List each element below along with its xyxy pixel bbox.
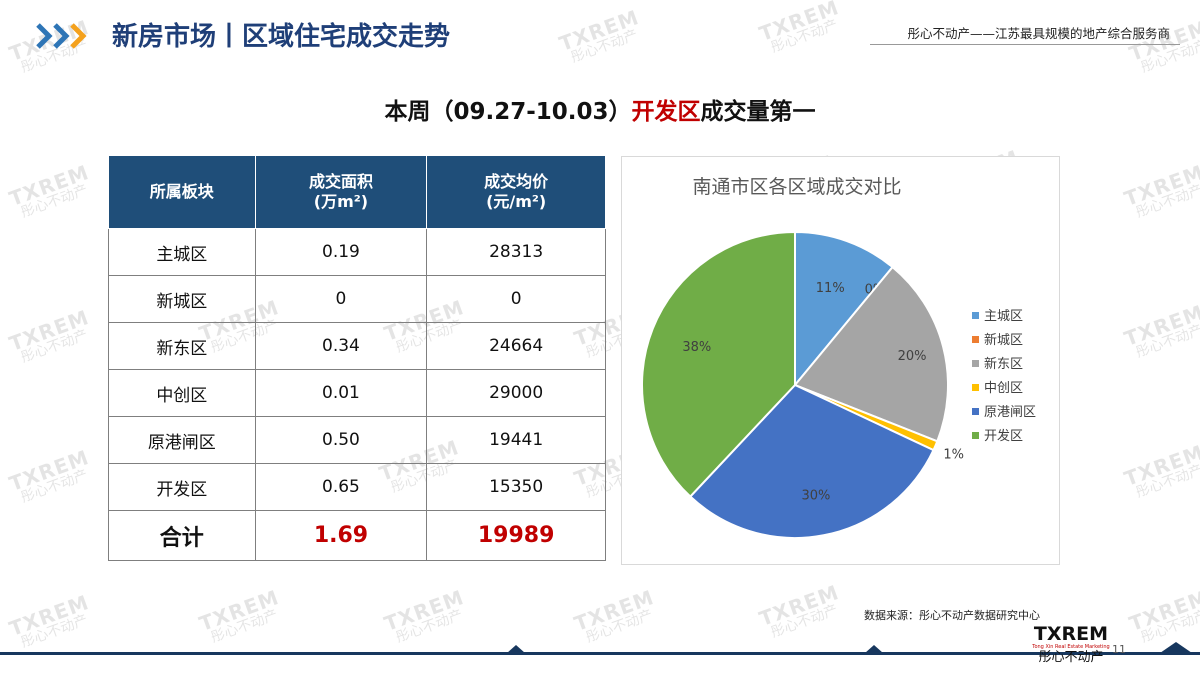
pie-slice [641, 230, 796, 498]
footer-triangle-marker [1160, 642, 1192, 653]
cell-area: 0 [254, 275, 428, 323]
slide-header: 新房市场丨区域住宅成交走势 彤心不动产——江苏最具规模的地产综合服务商 [0, 0, 1200, 72]
cell-district: 原港闸区 [108, 416, 256, 464]
cell-district: 新城区 [108, 275, 256, 323]
pie-data-label: 20% [898, 349, 927, 364]
footer-triangle-marker [865, 645, 883, 653]
chart-title: 南通市区各区域成交对比 [692, 176, 901, 198]
cell-price: 0 [426, 275, 606, 323]
table-row: 原港闸区 0.50 19441 [108, 416, 606, 464]
table-header-row: 所属板块 成交面积 (万m²) 成交均价 (元/m²) [108, 155, 606, 229]
pie-chart: 南通市区各区域成交对比11%0%20%1%30%38%主城区新城区新东区中创区原… [621, 156, 1060, 565]
legend-swatch [972, 312, 979, 319]
transaction-table: 所属板块 成交面积 (万m²) 成交均价 (元/m²) 主城区 0.19 28313… [108, 155, 606, 561]
page-number: 11 [1112, 643, 1126, 656]
table-row: 新城区 0 0 [108, 275, 606, 323]
header-tagline: 彤心不动产——江苏最具规模的地产综合服务商 [907, 26, 1170, 41]
header-district: 所属板块 [108, 155, 256, 229]
cell-area: 0.34 [254, 322, 428, 370]
page-title: 新房市场丨区域住宅成交走势 [112, 22, 451, 52]
headline: 本周（09.27-10.03）开发区成交量第一 [0, 92, 1200, 126]
pie-data-label: 38% [682, 340, 711, 355]
header-area: 成交面积 (万m²) [254, 155, 428, 229]
legend-swatch [972, 336, 979, 343]
table-total-row: 合计 1.69 19989 [108, 510, 606, 561]
legend-swatch [972, 408, 979, 415]
legend-label: 原港闸区 [984, 405, 1036, 420]
cell-area: 0.50 [254, 416, 428, 464]
pie-slice [688, 383, 935, 539]
total-price: 19989 [426, 510, 606, 561]
cell-area: 0.65 [254, 463, 428, 511]
cell-price: 19441 [426, 416, 606, 464]
legend-label: 中创区 [984, 381, 1023, 396]
cell-area: 0.01 [254, 369, 428, 417]
cell-district: 开发区 [108, 463, 256, 511]
headline-highlight: 开发区 [631, 99, 701, 125]
cell-price: 28313 [426, 228, 606, 276]
pie-data-label: 1% [943, 448, 964, 463]
pie-slice [793, 265, 949, 443]
footer-triangle-marker [507, 645, 525, 653]
table-row: 主城区 0.19 28313 [108, 228, 606, 276]
legend-label: 新东区 [984, 356, 1023, 372]
cell-district: 主城区 [108, 228, 256, 276]
legend-label: 主城区 [984, 309, 1023, 324]
footer-markers [507, 642, 1192, 653]
pie-data-label: 11% [816, 281, 845, 296]
legend-swatch [972, 360, 979, 367]
cell-district: 中创区 [108, 369, 256, 417]
brand-name: TXREM [1033, 623, 1109, 645]
pie-data-label: 30% [801, 489, 830, 504]
table-row: 中创区 0.01 29000 [108, 369, 606, 417]
footer-line [0, 652, 1200, 655]
cell-price: 24664 [426, 322, 606, 370]
headline-suffix: 成交量第一 [700, 99, 816, 125]
cell-area: 0.19 [254, 228, 428, 276]
legend-label: 开发区 [984, 428, 1023, 444]
table-row: 开发区 0.65 15350 [108, 463, 606, 511]
pie-slice [794, 230, 894, 388]
header-price: 成交均价 (元/m²) [426, 155, 606, 229]
brand-cn-name: 彤心不动产 [1038, 650, 1104, 665]
brand-logo: TXREM Tong Xin Real Estate Marketing 彤心不… [1028, 624, 1114, 666]
table-row: 新东区 0.34 24664 [108, 322, 606, 370]
cell-district: 新东区 [108, 322, 256, 370]
chevron-arrows-icon [36, 23, 87, 49]
headline-prefix: 本周（09.27-10.03） [384, 99, 632, 125]
legend-label: 新城区 [984, 332, 1023, 348]
brand-subtitle: Tong Xin Real Estate Marketing [1032, 644, 1110, 650]
total-label: 合计 [108, 510, 256, 561]
cell-price: 29000 [426, 369, 606, 417]
legend-swatch [972, 432, 979, 439]
header-divider [870, 44, 1180, 45]
data-source: 数据来源：彤心不动产数据研究中心 [864, 609, 1040, 622]
total-area: 1.69 [254, 510, 428, 561]
pie-chart-svg: 南通市区各区域成交对比11%0%20%1%30%38%主城区新城区新东区中创区原… [641, 176, 1036, 539]
legend-swatch [972, 384, 979, 391]
cell-price: 15350 [426, 463, 606, 511]
